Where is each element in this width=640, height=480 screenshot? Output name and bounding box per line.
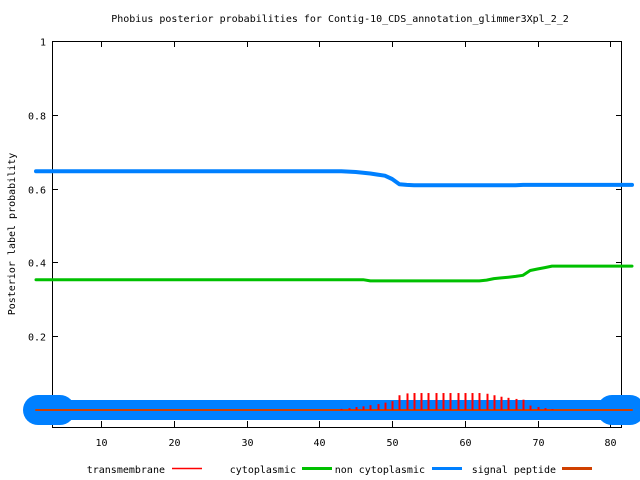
y-tick-label: 0.2 (28, 333, 46, 344)
x-tick-label: 50 (386, 438, 398, 449)
y-tick-label: 0.8 (28, 112, 46, 123)
plot-frame (52, 41, 622, 428)
non-cytoplasmic-line (34, 169, 634, 188)
legend-label: non cytoplasmic (335, 465, 425, 476)
cytoplasmic-line (34, 264, 634, 283)
x-tick-label: 70 (532, 438, 544, 449)
y-axis-label: Posterior label probability (7, 153, 18, 316)
x-tick-label: 80 (604, 438, 616, 449)
x-tick-label: 20 (168, 438, 180, 449)
legend-label: cytoplasmic (230, 465, 296, 476)
y-tick-label: 1 (40, 38, 46, 49)
x-tick-label: 40 (313, 438, 325, 449)
series-layer (23, 169, 640, 428)
axis-ticks: 0.2 0.4 0.6 0.8 1 10 20 30 40 50 60 70 80 (28, 38, 622, 449)
legend-label: transmembrane (87, 465, 165, 476)
x-tick-label: 10 (95, 438, 107, 449)
legend: transmembrane cytoplasmic non cytoplasmic s… (87, 465, 592, 476)
x-tick-label: 30 (241, 438, 253, 449)
legend-label: signal peptide (472, 465, 556, 476)
y-tick-label: 0.4 (28, 259, 46, 270)
chart-title: Phobius posterior probabilities for Cont… (111, 14, 569, 25)
y-tick-label: 0.6 (28, 186, 46, 197)
x-tick-label: 60 (459, 438, 471, 449)
